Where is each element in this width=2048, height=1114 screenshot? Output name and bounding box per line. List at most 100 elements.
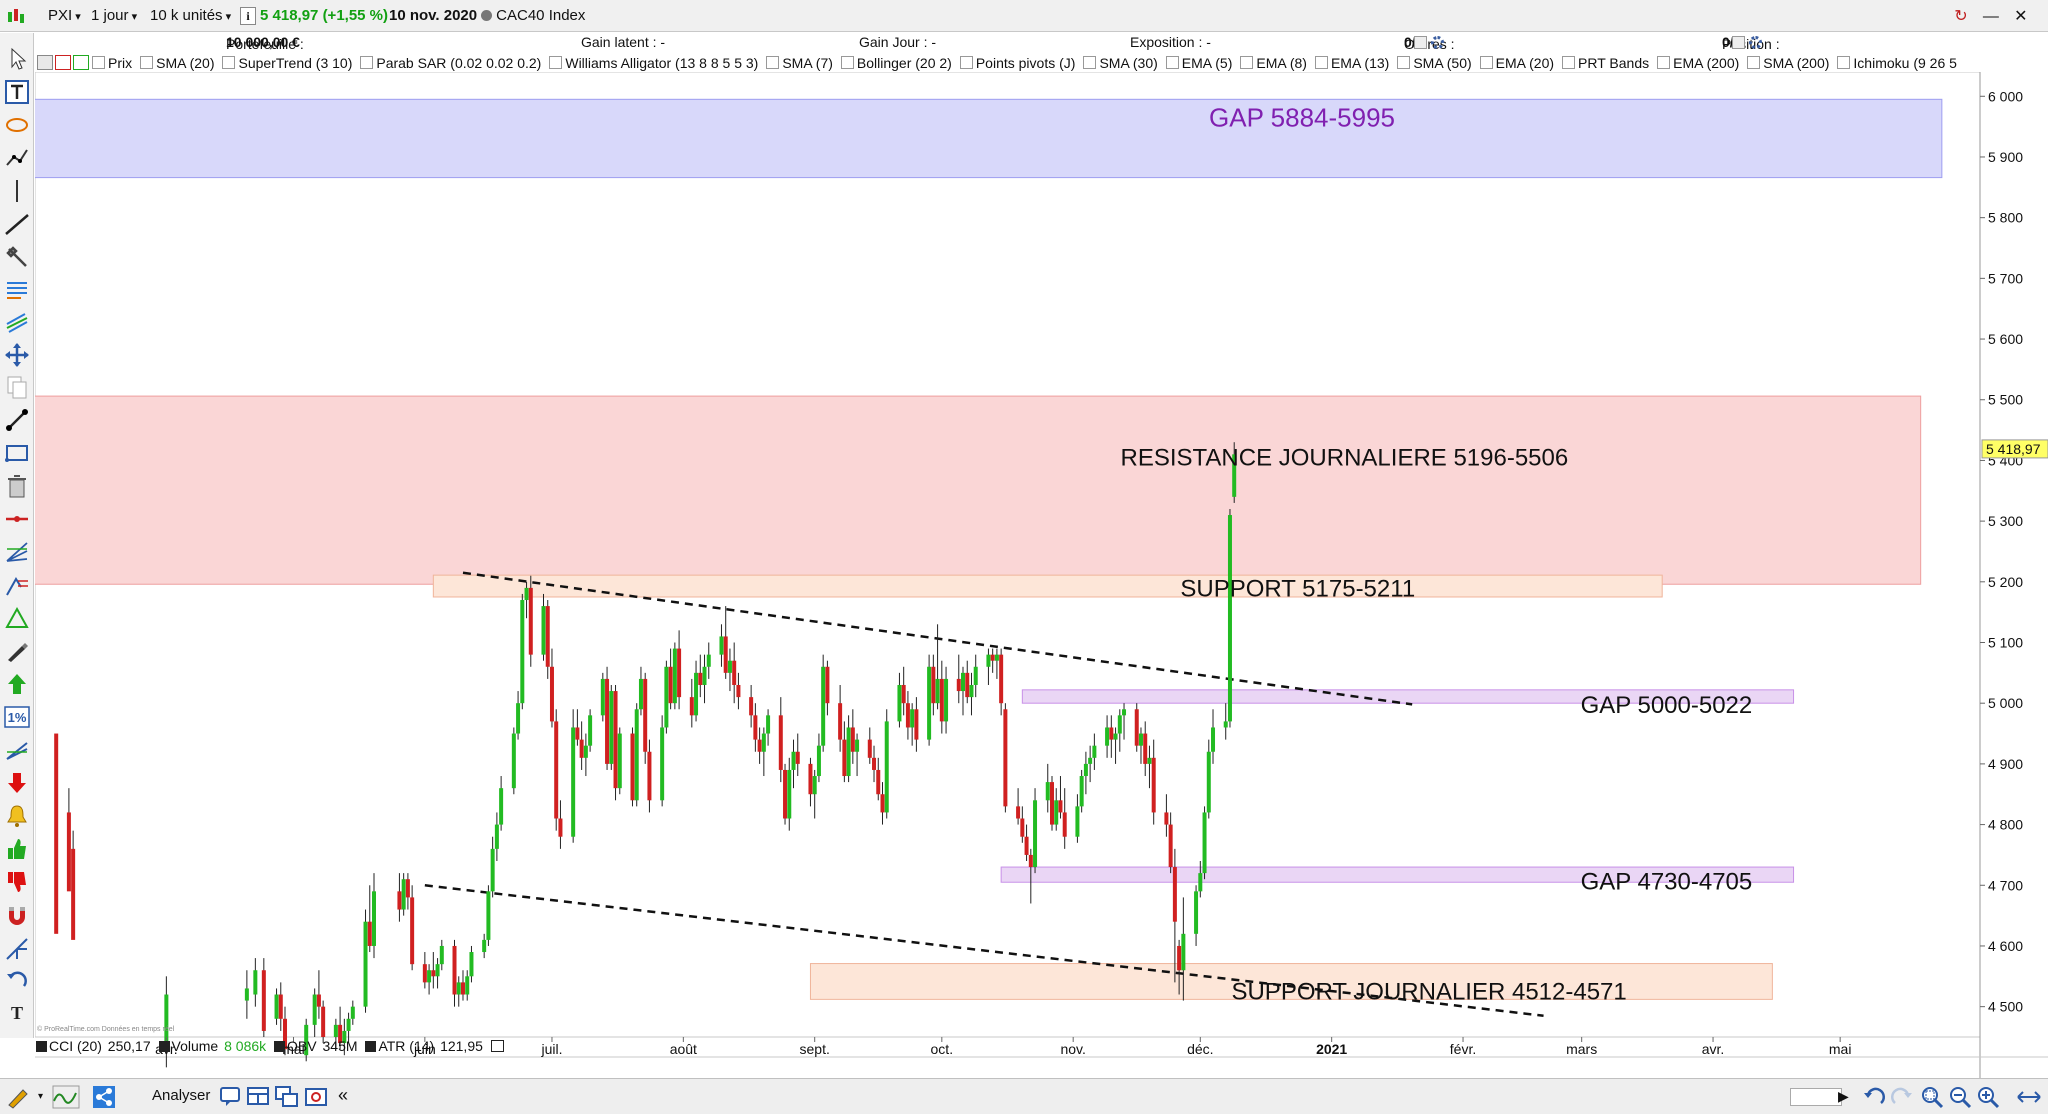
collapse-icon[interactable]: «	[338, 1085, 349, 1105]
info-icon[interactable]: i	[240, 7, 256, 25]
indicator-toggle[interactable]: SuperTrend (3 10)	[220, 53, 358, 73]
chart-window-icon[interactable]	[37, 55, 53, 70]
draw-pencil-icon[interactable]	[6, 1085, 32, 1109]
indicator-toggle[interactable]: SMA (30)	[1081, 53, 1163, 73]
ellipse-icon[interactable]	[4, 112, 30, 138]
fib-extension-icon[interactable]	[4, 573, 30, 599]
units-dropdown[interactable]: 10 k unités	[150, 6, 231, 26]
arrow-cursor-icon[interactable]	[4, 46, 30, 72]
minimize-icon[interactable]: —	[1982, 8, 1999, 25]
trend-line-icon[interactable]	[4, 211, 30, 237]
zoom-box-icon[interactable]	[1920, 1085, 1944, 1109]
comment-icon[interactable]	[218, 1085, 242, 1109]
hammer-icon[interactable]	[4, 244, 30, 270]
indicator-wave-icon[interactable]	[52, 1085, 80, 1109]
candle-body	[757, 739, 762, 752]
arrow-down-icon[interactable]	[4, 770, 30, 796]
text-tool-icon[interactable]	[4, 79, 30, 105]
fit-chart-icon[interactable]	[2016, 1085, 2042, 1109]
magnet-icon[interactable]	[4, 903, 30, 929]
alert-bell-icon[interactable]	[4, 803, 30, 829]
candle-body	[821, 666, 826, 746]
sell-order-icon[interactable]	[55, 55, 71, 70]
volume-legend[interactable]: Volume 8 086k	[158, 1038, 269, 1054]
fibonacci-icon[interactable]	[4, 277, 30, 303]
indicator-toggle[interactable]: Williams Alligator (13 8 8 5 5 3)	[547, 53, 764, 73]
layout-icon[interactable]	[246, 1085, 270, 1109]
close-icon[interactable]: ✕	[2014, 8, 2028, 25]
indicator-toggle[interactable]: Prix	[90, 53, 138, 73]
panel-restore-icon[interactable]	[490, 1040, 504, 1052]
pen-icon[interactable]	[4, 638, 30, 664]
candle-body	[520, 600, 525, 704]
position-gear-icon[interactable]	[1749, 36, 1763, 49]
indicator-toggle[interactable]: EMA (200)	[1655, 53, 1745, 73]
indicator-toggle[interactable]: SMA (200)	[1745, 53, 1835, 73]
candle	[333, 1018, 338, 1050]
text-icon[interactable]: T	[4, 999, 30, 1025]
candle-body	[333, 1024, 338, 1037]
ordres-checkbox[interactable]	[1413, 36, 1427, 49]
indicator-toggle[interactable]: SMA (20)	[138, 53, 220, 73]
indicator-toggle[interactable]: Parab SAR (0.02 0.02 0.2)	[358, 53, 547, 73]
indicator-toggle[interactable]: Bollinger (20 2)	[839, 53, 958, 73]
indicator-toggle[interactable]: EMA (20)	[1478, 53, 1560, 73]
ordres-gear-icon[interactable]	[1431, 36, 1445, 49]
redo-zoom-icon[interactable]	[1890, 1085, 1914, 1109]
screenshot-icon[interactable]	[304, 1085, 328, 1109]
candle	[876, 757, 881, 801]
windows-icon[interactable]	[274, 1085, 300, 1109]
indicator-toggle[interactable]: SMA (50)	[1395, 53, 1477, 73]
indicator-toggle[interactable]: EMA (13)	[1313, 53, 1395, 73]
chart-type-icon[interactable]	[6, 6, 26, 26]
arrow-up-icon[interactable]	[4, 671, 30, 697]
price-chart[interactable]: GAP 5884-5995 RESISTANCE JOURNALIERE 5196…	[35, 72, 2048, 1078]
timeframe-dropdown[interactable]: 1 jour	[91, 6, 137, 26]
indicator-toggle[interactable]: PRT Bands	[1560, 53, 1655, 73]
cci-legend[interactable]: CCI (20) 250,17	[36, 1038, 153, 1054]
zoom-out-icon[interactable]	[1948, 1085, 1972, 1109]
candle	[999, 648, 1004, 716]
thumb-down-icon[interactable]	[4, 869, 30, 895]
indicator-toggle[interactable]: EMA (5)	[1164, 53, 1239, 73]
polyline-icon[interactable]	[4, 145, 30, 171]
refresh-icon[interactable]: ↻	[1954, 8, 1968, 25]
horizontal-line-icon[interactable]	[4, 506, 30, 532]
vertical-line-icon[interactable]	[4, 178, 30, 204]
channel-icon[interactable]	[4, 310, 30, 336]
indicator-toggle[interactable]: Ichimoku (9 26 5	[1835, 53, 1963, 73]
candle	[1177, 939, 1182, 995]
fib-fan-icon[interactable]	[4, 737, 30, 763]
fork-icon[interactable]	[4, 936, 30, 962]
symbol-dropdown[interactable]: PXI	[48, 6, 81, 26]
rectangle-icon[interactable]	[4, 440, 30, 466]
dropdown-arrow-icon[interactable]: ▾	[38, 1091, 44, 1102]
candle	[363, 909, 368, 1013]
horizontal-scrollbar[interactable]	[1790, 1088, 1842, 1106]
position-checkbox[interactable]	[1731, 36, 1745, 49]
candle-body	[1147, 757, 1152, 764]
copy-icon[interactable]	[4, 374, 30, 400]
percent-icon[interactable]: 1%	[4, 704, 30, 730]
undo-icon[interactable]	[4, 967, 30, 993]
analyser-button[interactable]: Analyser	[152, 1087, 211, 1104]
thumb-up-icon[interactable]	[4, 836, 30, 862]
triangle-icon[interactable]	[4, 605, 30, 631]
indicator-toggle[interactable]: SMA (7)	[764, 53, 839, 73]
candle-body	[545, 606, 550, 667]
fan-icon[interactable]	[4, 539, 30, 565]
portfolio-bar: Portefeuille : 10 000,00 € Gain latent :…	[36, 32, 2048, 52]
buy-order-icon[interactable]	[73, 55, 89, 70]
move-icon[interactable]	[4, 342, 30, 368]
scroll-right-icon[interactable]: ▶	[1838, 1088, 1849, 1104]
undo-zoom-icon[interactable]	[1862, 1085, 1886, 1109]
zoom-in-icon[interactable]	[1976, 1085, 2000, 1109]
share-icon[interactable]	[92, 1085, 116, 1109]
obv-legend[interactable]: OBV 345M	[274, 1038, 360, 1054]
candle	[791, 739, 796, 789]
indicator-toggle[interactable]: Points pivots (J)	[958, 53, 1082, 73]
atr-legend[interactable]: ATR (14) 121,95	[365, 1038, 484, 1054]
ray-icon[interactable]	[4, 407, 30, 433]
trash-icon[interactable]	[4, 473, 30, 499]
indicator-toggle[interactable]: EMA (8)	[1238, 53, 1313, 73]
